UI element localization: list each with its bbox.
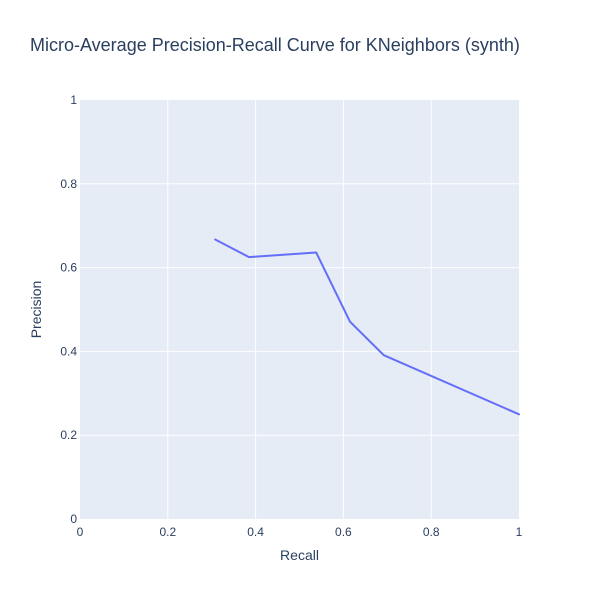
y-axis-title: Precision	[28, 281, 44, 339]
series-layer	[214, 238, 520, 416]
x-tick-label: 0	[77, 525, 84, 539]
y-tick-label: 0.2	[60, 428, 77, 442]
x-axis-title: Recall	[280, 547, 319, 563]
x-tick-label: 0.4	[247, 525, 264, 539]
tick-labels: 0 0.2 0.4 0.6 0.8 1 0 0.2 0.4 0.6 0.8 1	[60, 93, 522, 539]
y-tick-label: 0.8	[60, 177, 77, 191]
x-tick-label: 0.2	[159, 525, 176, 539]
x-tick-label: 0.8	[423, 525, 440, 539]
x-tick-label: 1	[516, 525, 523, 539]
chart-title: Micro-Average Precision-Recall Curve for…	[30, 35, 520, 55]
y-tick-label: 0.4	[60, 344, 77, 358]
plot-background	[80, 100, 519, 519]
x-tick-label: 0.6	[335, 525, 352, 539]
y-tick-label: 1	[70, 93, 77, 107]
y-tick-label: 0.6	[60, 261, 77, 275]
series-line-precision-recall	[214, 238, 520, 416]
y-tick-label: 0	[70, 512, 77, 526]
